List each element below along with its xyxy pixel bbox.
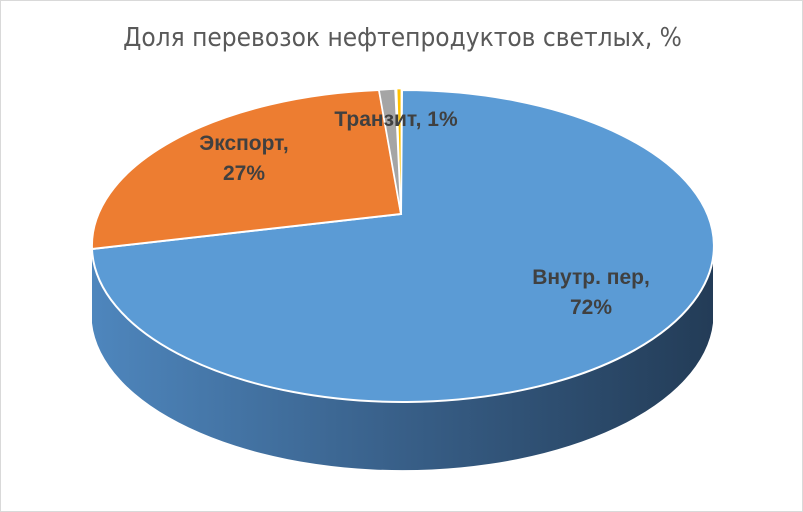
label-domestic: Внутр. пер, 72%	[532, 266, 650, 319]
slice-side-domestic	[92, 251, 713, 471]
label-export: Экспорт, 27%	[199, 132, 289, 185]
slice-export[interactable]	[90, 88, 403, 251]
slice-domestic[interactable]	[90, 88, 715, 403]
label-transit: Транзит, 1%	[334, 108, 458, 131]
slice-transit[interactable]	[378, 88, 402, 215]
chart-title: Доля перевозок нефтепродуктов светлых, %	[123, 23, 682, 53]
slice-other[interactable]	[396, 88, 402, 215]
